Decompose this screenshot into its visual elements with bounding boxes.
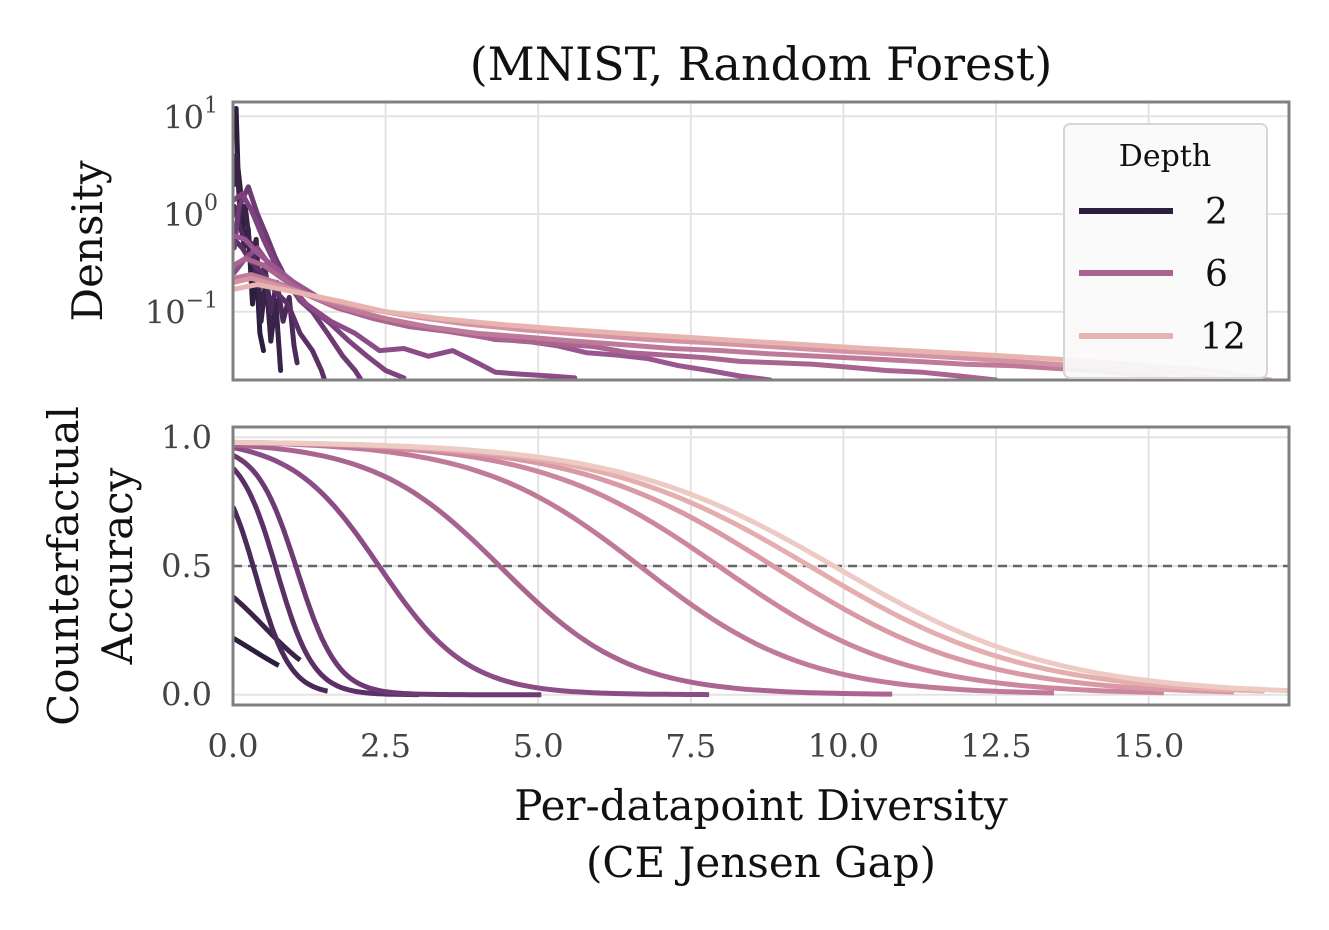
density-line-depth-10 [233, 272, 1182, 380]
accuracy-axes-frame [231, 425, 1291, 707]
x-tick-label: 7.5 [665, 727, 716, 765]
accuracy-line-depth-5 [233, 453, 542, 698]
legend-box [1063, 123, 1268, 379]
legend-label-depth-12: 12 [1200, 317, 1246, 358]
accuracy-y-tick-label: 0.0 [161, 676, 212, 714]
chart-title: (MNIST, Random Forest) [470, 37, 1053, 91]
density-y-label: Density [63, 160, 112, 321]
accuracy-y-tick-label: 0.5 [161, 547, 212, 585]
density-y-tick-label: 101 [163, 93, 218, 136]
x-tick-label: 0.0 [208, 727, 259, 765]
accuracy-line-depth-6 [233, 445, 710, 698]
accuracy-line-depth-7 [233, 442, 893, 697]
accuracy-y-ticks: 0.0 0.5 1.0 [161, 418, 212, 713]
legend-title: Depth [1119, 139, 1211, 174]
accuracy-line-depth-1 [233, 635, 280, 668]
x-tick-label: 10.0 [808, 727, 879, 765]
accuracy-y-tick-label: 1.0 [161, 418, 212, 456]
x-tick-label: 2.5 [360, 727, 411, 765]
density-y-tick-label: 10−1 [145, 289, 218, 332]
accuracy-line-depth-3 [233, 505, 329, 694]
accuracy-line-depth-2 [233, 595, 302, 663]
x-tick-label: 5.0 [513, 727, 564, 765]
legend-label-depth-6: 6 [1205, 254, 1228, 295]
x-tick-label: 12.5 [960, 727, 1031, 765]
x-axis-label-line-2: (CE Jensen Gap) [586, 838, 936, 887]
accuracy-y-label-line-2: Accuracy [93, 467, 142, 665]
legend: Depth 2 6 12 [1063, 123, 1268, 379]
accuracy-line-depth-8 [233, 439, 1055, 696]
x-axis-label-line-1: Per-datapoint Diversity [514, 781, 1008, 830]
accuracy-y-label-line-1: Counterfactual [39, 406, 88, 726]
density-y-ticks: 101 100 10−1 [145, 93, 218, 331]
accuracy-x-ticks: 0.0 2.5 5.0 7.5 10.0 12.5 15.0 [208, 727, 1185, 765]
density-axes-frame [231, 100, 1291, 382]
density-y-tick-label: 100 [163, 191, 218, 234]
accuracy-lines [233, 439, 1289, 698]
accuracy-line-depth-12 [233, 439, 1289, 694]
x-tick-label: 15.0 [1113, 727, 1184, 765]
legend-label-depth-2: 2 [1205, 192, 1228, 233]
